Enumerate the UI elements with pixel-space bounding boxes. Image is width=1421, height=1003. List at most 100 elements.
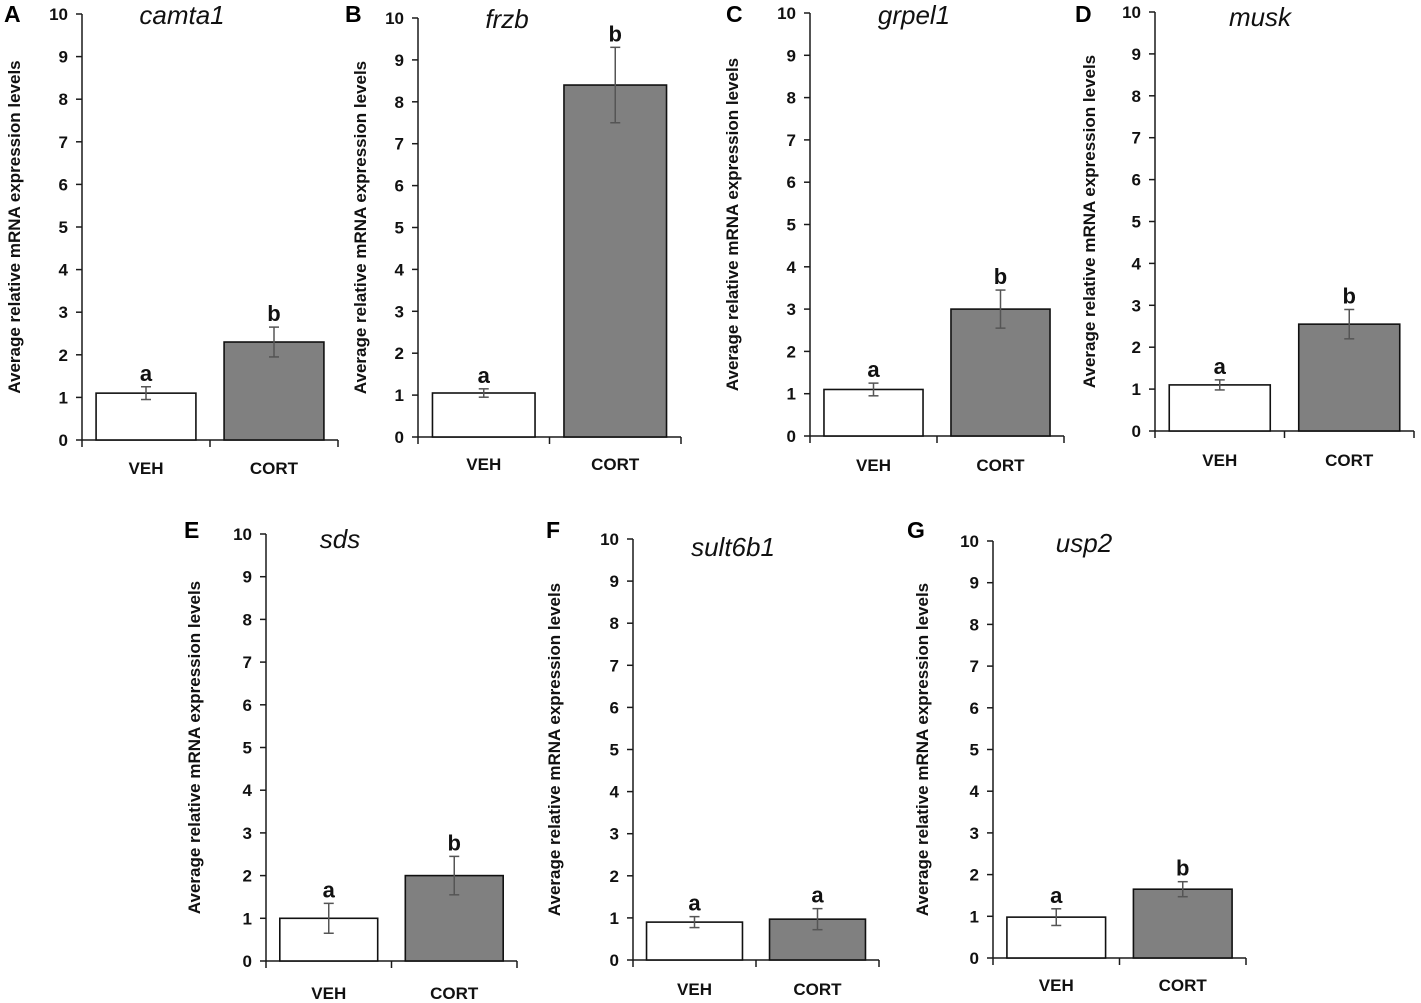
y-tick-label: 8 <box>787 89 796 108</box>
y-tick-label: 2 <box>610 867 619 886</box>
chart-title: frzb <box>485 4 528 34</box>
y-tick-label: 9 <box>243 568 252 587</box>
category-label: VEH <box>677 980 712 999</box>
y-tick-label: 2 <box>59 346 68 365</box>
bar-veh <box>95 392 197 441</box>
y-tick-label: 3 <box>1132 296 1141 315</box>
y-axis-label: Average relative mRNA expression levels <box>351 61 370 394</box>
category-label: CORT <box>430 984 479 1003</box>
y-tick-label: 4 <box>243 781 253 800</box>
y-axis-label: Average relative mRNA expression levels <box>913 583 932 916</box>
y-tick-label: 1 <box>1132 380 1141 399</box>
significance-letter: a <box>811 883 824 908</box>
bar-veh <box>431 392 536 438</box>
y-tick-label: 1 <box>243 909 252 928</box>
y-tick-label: 0 <box>1132 422 1141 441</box>
y-tick-label: 4 <box>1132 254 1142 273</box>
y-tick-label: 7 <box>243 653 252 672</box>
y-tick-label: 5 <box>59 218 68 237</box>
y-tick-label: 2 <box>970 866 979 885</box>
panel-letter: G <box>907 517 925 543</box>
category-label: VEH <box>311 984 346 1003</box>
y-tick-label: 7 <box>395 135 404 154</box>
y-tick-label: 8 <box>610 614 619 633</box>
bar-cort <box>1132 888 1233 959</box>
y-tick-label: 6 <box>610 698 619 717</box>
y-tick-label: 10 <box>960 532 979 551</box>
y-tick-label: 6 <box>395 177 404 196</box>
significance-letter: b <box>267 301 280 326</box>
category-label: CORT <box>250 459 299 478</box>
bar-cort <box>950 308 1051 437</box>
y-tick-label: 6 <box>59 175 68 194</box>
chart-title: grpel1 <box>878 0 950 30</box>
y-tick-label: 10 <box>49 5 68 24</box>
panel-letter: B <box>345 1 362 27</box>
chart-title: camta1 <box>139 0 224 30</box>
significance-letter: b <box>1343 283 1356 308</box>
significance-letter: a <box>1214 354 1227 379</box>
y-tick-label: 8 <box>395 93 404 112</box>
panel-letter: E <box>184 517 199 543</box>
y-tick-label: 10 <box>233 525 252 544</box>
category-label: VEH <box>129 459 164 478</box>
y-tick-label: 3 <box>243 824 252 843</box>
y-axis-label: Average relative mRNA expression levels <box>5 60 24 393</box>
y-tick-label: 1 <box>787 385 796 404</box>
category-label: VEH <box>856 456 891 475</box>
significance-letter: b <box>448 830 461 855</box>
category-label: CORT <box>1159 976 1208 995</box>
y-tick-label: 10 <box>385 9 404 28</box>
y-tick-label: 8 <box>1132 87 1141 106</box>
y-tick-label: 10 <box>1122 3 1141 22</box>
y-tick-label: 2 <box>1132 338 1141 357</box>
significance-letter: b <box>1176 856 1189 881</box>
significance-letter: b <box>994 264 1007 289</box>
y-tick-label: 4 <box>970 782 980 801</box>
y-tick-label: 0 <box>59 431 68 450</box>
y-tick-label: 9 <box>970 574 979 593</box>
y-tick-label: 0 <box>610 951 619 970</box>
y-tick-label: 8 <box>243 610 252 629</box>
chart-title: musk <box>1229 2 1293 32</box>
category-label: CORT <box>591 455 640 474</box>
y-tick-label: 4 <box>59 261 69 280</box>
y-tick-label: 8 <box>970 615 979 634</box>
y-tick-label: 0 <box>243 952 252 971</box>
panel-letter: F <box>546 517 560 543</box>
y-tick-label: 6 <box>970 699 979 718</box>
y-tick-label: 9 <box>787 46 796 65</box>
panel-letter: C <box>726 1 743 27</box>
y-tick-label: 9 <box>59 48 68 67</box>
category-label: CORT <box>793 980 842 999</box>
y-tick-label: 5 <box>1132 213 1141 232</box>
y-tick-label: 2 <box>395 344 404 363</box>
bar-veh <box>1168 384 1272 432</box>
bar-cort <box>563 84 668 438</box>
y-tick-label: 9 <box>610 572 619 591</box>
y-tick-label: 3 <box>970 824 979 843</box>
y-tick-label: 0 <box>395 428 404 447</box>
chart-title: sult6b1 <box>691 532 775 562</box>
category-label: CORT <box>976 456 1025 475</box>
category-label: CORT <box>1325 451 1374 470</box>
y-tick-label: 1 <box>970 907 979 926</box>
bar-cort <box>1297 323 1401 432</box>
y-tick-label: 4 <box>787 258 797 277</box>
significance-letter: a <box>867 357 880 382</box>
y-tick-label: 7 <box>59 133 68 152</box>
y-tick-label: 5 <box>243 739 252 758</box>
y-tick-label: 0 <box>787 427 796 446</box>
y-tick-label: 7 <box>610 656 619 675</box>
y-tick-label: 6 <box>787 173 796 192</box>
y-tick-label: 2 <box>787 342 796 361</box>
y-tick-label: 5 <box>395 219 404 238</box>
y-tick-label: 2 <box>243 867 252 886</box>
y-tick-label: 3 <box>395 302 404 321</box>
